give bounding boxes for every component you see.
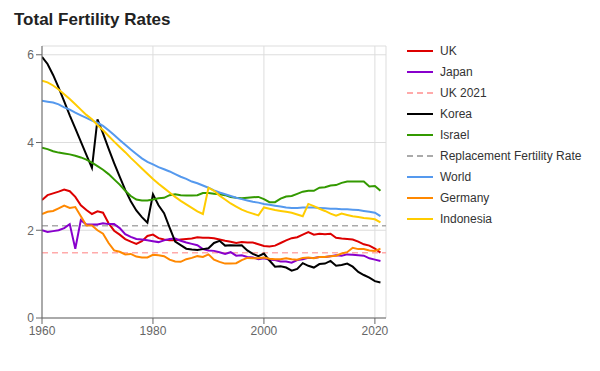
svg-text:2000: 2000 [251,324,278,338]
html-text:Germany: Germany [440,191,490,205]
svg-text:4: 4 [27,136,34,150]
html-text:Japan: Japan [440,65,473,79]
svg-text:1960: 1960 [29,324,56,338]
html-text:Indonesia: Indonesia [440,212,492,226]
html-text:UK 2021: UK 2021 [440,86,487,100]
html-text:World: World [440,170,472,184]
html-text:Total Fertility Rates: Total Fertility Rates [14,10,171,29]
html-text:Israel: Israel [440,128,470,142]
html-text:Korea: Korea [440,107,472,121]
svg-text:2: 2 [27,224,34,238]
svg-text:2020: 2020 [362,324,389,338]
svg-text:6: 6 [27,48,34,62]
html-text:UK: UK [440,44,457,58]
svg-text:0: 0 [27,311,34,325]
html-text:Replacement Fertility Rate: Replacement Fertility Rate [440,149,582,163]
svg-text:1980: 1980 [140,324,167,338]
